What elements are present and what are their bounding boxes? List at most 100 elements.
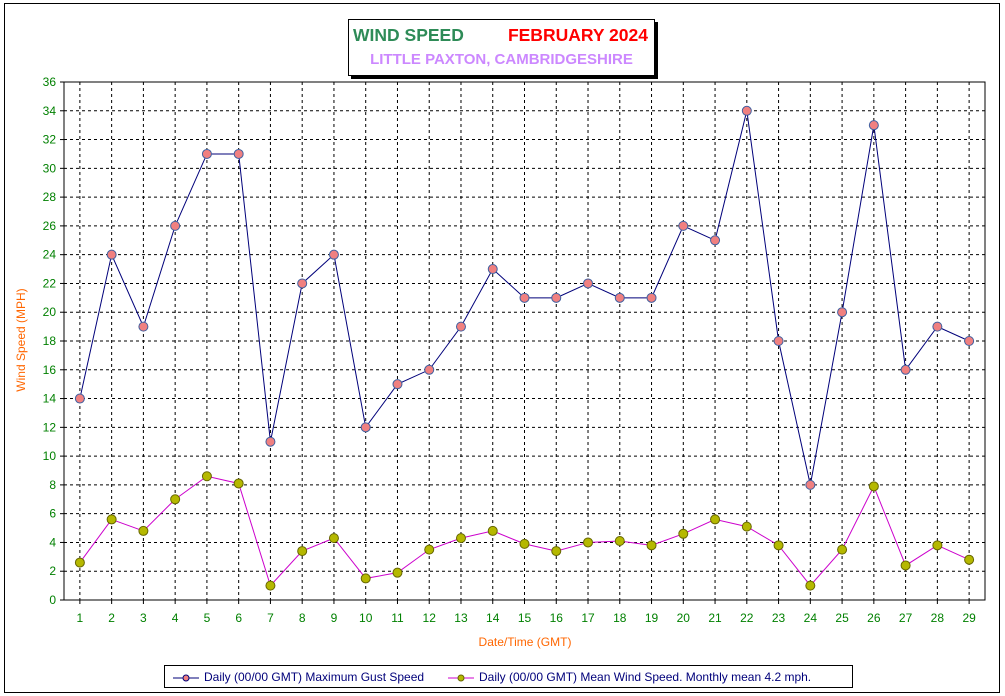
gust-data-point [455, 321, 466, 332]
chart-subtitle: LITTLE PAXTON, CAMBRIDGESHIRE [370, 51, 633, 68]
chart-title-box: WIND SPEED FEBRUARY 2024 LITTLE PAXTON, … [348, 19, 655, 76]
gust-data-point [646, 292, 657, 303]
mean-data-point [328, 533, 339, 544]
gust-data-point [551, 292, 562, 303]
x-tick-label: 8 [299, 611, 306, 625]
mean-data-point [201, 471, 212, 482]
mean-data-point [170, 494, 181, 505]
gust-data-point [360, 422, 371, 433]
y-tick-label: 8 [49, 478, 56, 492]
gust-data-point [201, 148, 212, 159]
grid [64, 81, 985, 600]
mean-data-point [900, 560, 911, 571]
mean-data-point [868, 481, 879, 492]
mean-data-point [487, 525, 498, 536]
y-tick-label: 32 [43, 133, 57, 147]
mean-data-point [106, 514, 117, 525]
gust-data-point [106, 249, 117, 260]
gust-data-point [392, 379, 403, 390]
mean-data-point [678, 528, 689, 539]
x-tick-label: 20 [677, 611, 691, 625]
legend-mean-label: Daily (00/00 GMT) Mean Wind Speed. Month… [479, 670, 812, 684]
y-tick-label: 20 [43, 305, 57, 319]
x-tick-label: 10 [359, 611, 373, 625]
gust-data-point [773, 336, 784, 346]
legend-mean-swatch-icon [448, 674, 474, 682]
gust-data-point [868, 120, 879, 131]
x-tick-label: 19 [645, 611, 659, 625]
y-tick-label: 14 [43, 392, 57, 406]
mean-data-point [710, 514, 721, 525]
gust-data-point [519, 292, 530, 303]
gust-data-point [900, 364, 911, 375]
y-tick-label: 18 [43, 334, 57, 348]
y-tick-label: 22 [43, 276, 57, 290]
gust-data-point [583, 278, 594, 289]
x-tick-label: 26 [867, 611, 881, 625]
y-tick-label: 34 [43, 104, 57, 118]
gust-data-point [265, 436, 276, 447]
gust-data-point [328, 249, 339, 260]
mean-data-point [805, 580, 816, 591]
chart-title: WIND SPEED [353, 25, 464, 45]
gust-data-point [932, 321, 943, 332]
gust-data-point [678, 220, 689, 231]
mean-data-point [455, 533, 466, 544]
x-tick-label: 29 [962, 611, 976, 625]
x-tick-labels: 1 2 3 4 5 6 7 8 9 10 11 12 13 14 15 16 17 18 19 20 21 22 23 24 2… [77, 611, 977, 625]
y-tick-label: 30 [43, 161, 57, 175]
chart-frame [4, 3, 1000, 693]
legend-item-mean: Daily (00/00 GMT) Mean Wind Speed. Month… [448, 670, 811, 684]
chart-title-month: FEBRUARY 2024 [507, 25, 648, 45]
y-tick-label: 28 [43, 190, 57, 204]
y-axis-label: Wind Speed (MPH) [14, 288, 28, 391]
mean-data-point [932, 540, 943, 551]
gust-data-point [233, 148, 244, 159]
y-tick-label: 12 [43, 420, 57, 434]
mean-data-point [138, 525, 149, 536]
mean-data-point [360, 573, 371, 584]
x-tick-label: 3 [140, 611, 147, 625]
y-tick-label: 36 [43, 75, 57, 89]
x-tick-label: 4 [172, 611, 179, 625]
gust-data-point [297, 278, 308, 289]
x-tick-label: 18 [613, 611, 627, 625]
gust-data-point [837, 307, 848, 318]
series [74, 105, 975, 591]
mean-data-point [519, 538, 530, 549]
gust-data-point [741, 105, 752, 116]
mean-data-point [773, 540, 784, 551]
legend-gust-swatch-icon [173, 674, 199, 682]
gust-data-point [487, 264, 498, 275]
mean-data-point [646, 540, 657, 551]
mean-data-point [74, 557, 85, 568]
gust-data-point [614, 292, 625, 303]
mean-data-point [551, 546, 562, 557]
y-tick-label: 0 [49, 593, 56, 607]
x-tick-label: 27 [899, 611, 913, 625]
mean-data-point [614, 536, 625, 547]
mean-data-point [583, 537, 594, 548]
y-tick-label: 4 [49, 535, 56, 549]
y-tick-label: 6 [49, 507, 56, 521]
mean-data-point [741, 521, 752, 532]
x-tick-label: 15 [518, 611, 532, 625]
x-tick-label: 21 [708, 611, 722, 625]
mean-data-point [424, 544, 435, 555]
legend-item-gust: Daily (00/00 GMT) Maximum Gust Speed [173, 670, 424, 684]
mean-data-point [964, 554, 975, 565]
gust-data-point [138, 321, 149, 332]
x-tick-label: 11 [391, 611, 404, 625]
x-tick-label: 28 [931, 611, 945, 625]
x-tick-label: 17 [581, 611, 595, 625]
plot-area-border [63, 81, 986, 601]
mean-data-point [233, 478, 244, 489]
x-tick-label: 13 [454, 611, 468, 625]
y-tick-label: 2 [49, 564, 56, 578]
mean-data-point [297, 546, 308, 557]
x-tick-label: 6 [235, 611, 242, 625]
x-tick-label: 1 [77, 611, 84, 625]
gust-data-point [710, 235, 721, 246]
y-tick-label: 10 [43, 449, 57, 463]
